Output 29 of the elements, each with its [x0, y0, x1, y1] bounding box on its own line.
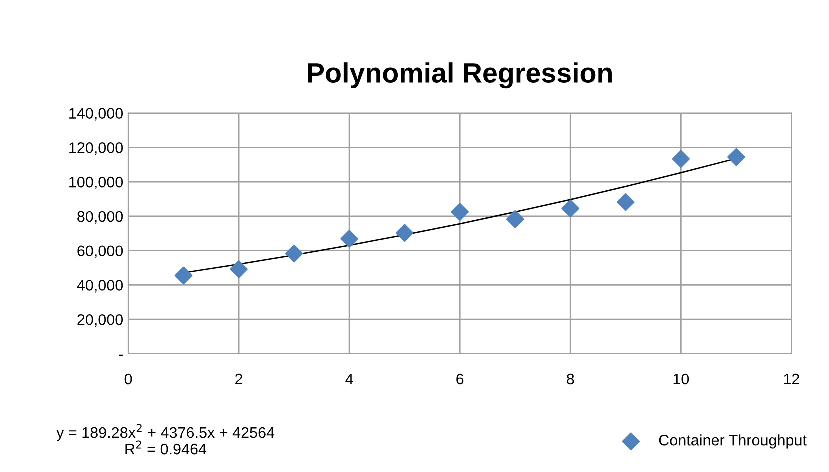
chart-title: Polynomial Regression [308, 62, 612, 89]
y-tick-label: - [119, 354, 123, 356]
y-tick-label: 120,000 [70, 142, 124, 156]
x-tick-label: 4 [346, 374, 354, 385]
x-tick-label: 2 [236, 374, 243, 385]
point [396, 224, 414, 242]
point [728, 148, 746, 166]
x-tick-label: 12 [784, 374, 800, 385]
y-tick-label: 140,000 [70, 108, 124, 121]
x-tick-label: 6 [456, 374, 464, 385]
y-tick-label: 60,000 [78, 246, 124, 258]
point [562, 200, 580, 218]
point [451, 203, 470, 222]
y-tick-label: 40,000 [77, 280, 124, 293]
text: y = 189.28x$^{2}$ + 4376.5x + 42564 R$^{2}$ = 0.9464 [56, 424, 275, 455]
point [672, 150, 690, 168]
point [340, 230, 358, 248]
y-tick-label: 100,000 [70, 176, 124, 190]
legend-label: Container Throughput [659, 434, 807, 449]
point [616, 193, 635, 212]
point [285, 244, 304, 263]
y-tick-label: 80,000 [78, 211, 124, 224]
point [506, 210, 524, 228]
x-tick-label: 10 [674, 374, 690, 385]
x-tick-label: 8 [567, 374, 574, 385]
point [230, 260, 248, 278]
point [174, 266, 193, 285]
x-tick-label: 0 [124, 374, 132, 385]
y-tick-label: 20,000 [78, 314, 124, 328]
